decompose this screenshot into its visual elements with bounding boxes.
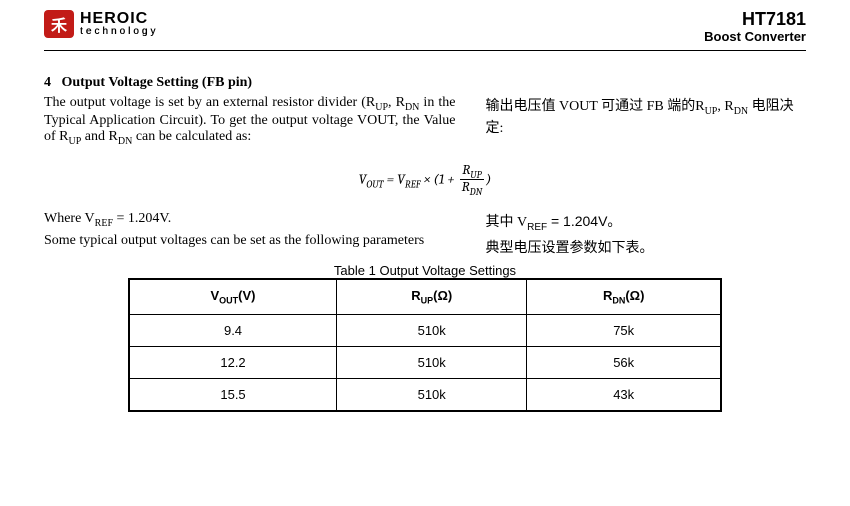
section-heading: Output Voltage Setting (FB pin) <box>62 75 253 90</box>
intro-cn: 输出电压值 VOUT 可通过 FB 端的RUP, RDN 电阻决定: <box>485 95 806 147</box>
brand-name: HEROIC <box>80 11 158 27</box>
th-text: (Ω) <box>433 288 452 303</box>
cell-vout: 12.2 <box>129 346 337 378</box>
fraction-num-sub: UP <box>470 168 481 180</box>
intro-en: The output voltage is set by an external… <box>44 95 455 147</box>
formula-lhs-sub: OUT <box>366 178 383 190</box>
cell-vout: 9.4 <box>129 314 337 346</box>
cell-rup: 510k <box>337 314 527 346</box>
part-number: HT7181 <box>704 10 806 30</box>
typical-en-text: Some typical output voltages can be set … <box>44 233 455 249</box>
table-row: 9.4 510k 75k <box>129 314 721 346</box>
brand-logo: 禾 HEROIC technology <box>44 10 158 38</box>
intro-en-text: The output voltage is set by an external… <box>44 95 375 110</box>
fraction-den-sub: DN <box>470 186 483 198</box>
table-header-row: VOUT(V) RUP(Ω) RDN(Ω) <box>129 279 721 314</box>
th-text: (Ω) <box>625 288 644 303</box>
header-divider <box>44 50 806 51</box>
th-sub: UP <box>421 296 434 306</box>
mid-row: Where VREF = 1.204V. Some typical output… <box>44 211 806 257</box>
formula-rhs-a: V <box>397 170 405 187</box>
doc-title: HT7181 Boost Converter <box>704 10 806 44</box>
th-text: R <box>411 288 420 303</box>
formula: VOUT = VREF × (1 + RUPRDN) <box>44 163 806 198</box>
where-en-text: Where V <box>44 211 95 226</box>
cell-vout: 15.5 <box>129 378 337 411</box>
brand-subtitle: technology <box>80 27 158 37</box>
fraction-den: RDN <box>460 180 485 197</box>
cell-rdn: 75k <box>527 314 721 346</box>
settings-table: VOUT(V) RUP(Ω) RDN(Ω) 9.4 510k 75k 12.2 … <box>128 278 722 412</box>
th-text: R <box>603 288 612 303</box>
where-cn: 其中 VREF = 1.204V。 典型电压设置参数如下表。 <box>485 211 806 257</box>
table-row: 15.5 510k 43k <box>129 378 721 411</box>
table-header-vout: VOUT(V) <box>129 279 337 314</box>
cell-rup: 510k <box>337 378 527 411</box>
th-sub: DN <box>612 296 625 306</box>
brand-glyph-icon: 禾 <box>44 10 74 38</box>
intro-en-text: , R <box>388 95 405 110</box>
table-row: 12.2 510k 56k <box>129 346 721 378</box>
doc-subtitle: Boost Converter <box>704 30 806 44</box>
fraction-den-var: R <box>462 178 470 195</box>
th-text: V <box>211 288 220 303</box>
typical-cn-text: 典型电压设置参数如下表。 <box>485 237 806 257</box>
formula-eq: = <box>383 170 397 187</box>
th-text: (V) <box>238 288 255 303</box>
sub-dn: DN <box>118 136 132 147</box>
brand-text: HEROIC technology <box>80 11 158 37</box>
sub-dn: DN <box>405 102 419 113</box>
cell-rup: 510k <box>337 346 527 378</box>
cell-rdn: 56k <box>527 346 721 378</box>
sub-dn: DN <box>734 106 748 117</box>
intro-cn-text: 输出电压值 VOUT 可通过 FB 端的R <box>485 99 704 114</box>
sub-up: UP <box>69 136 82 147</box>
th-sub: OUT <box>219 296 238 306</box>
intro-en-text: and R <box>81 129 118 144</box>
intro-row: The output voltage is set by an external… <box>44 95 806 147</box>
cell-rdn: 43k <box>527 378 721 411</box>
formula-times: × (1 + <box>421 170 458 187</box>
where-cn-text: = 1.204V。 <box>547 213 621 229</box>
intro-cn-text: , R <box>717 99 733 114</box>
table-header-rdn: RDN(Ω) <box>527 279 721 314</box>
table-header-rup: RUP(Ω) <box>337 279 527 314</box>
sub-ref: REF <box>527 222 547 233</box>
table-caption: Table 1 Output Voltage Settings <box>44 263 806 278</box>
sub-up: UP <box>705 106 718 117</box>
formula-rhs-a-sub: REF <box>405 178 421 190</box>
where-en-text: = 1.204V. <box>113 211 171 226</box>
sub-up: UP <box>375 102 388 113</box>
intro-en-text: can be calculated as: <box>132 129 251 144</box>
where-en: Where VREF = 1.204V. Some typical output… <box>44 211 455 257</box>
page-header: 禾 HEROIC technology HT7181 Boost Convert… <box>44 10 806 48</box>
formula-fraction: RUPRDN <box>460 163 485 198</box>
section-number: 4 <box>44 75 51 90</box>
formula-close: ) <box>486 170 491 187</box>
where-cn-text: 其中 V <box>485 215 527 230</box>
sub-ref: REF <box>95 218 113 229</box>
page: 禾 HEROIC technology HT7181 Boost Convert… <box>0 0 850 412</box>
section-title: 4 Output Voltage Setting (FB pin) <box>44 75 806 91</box>
